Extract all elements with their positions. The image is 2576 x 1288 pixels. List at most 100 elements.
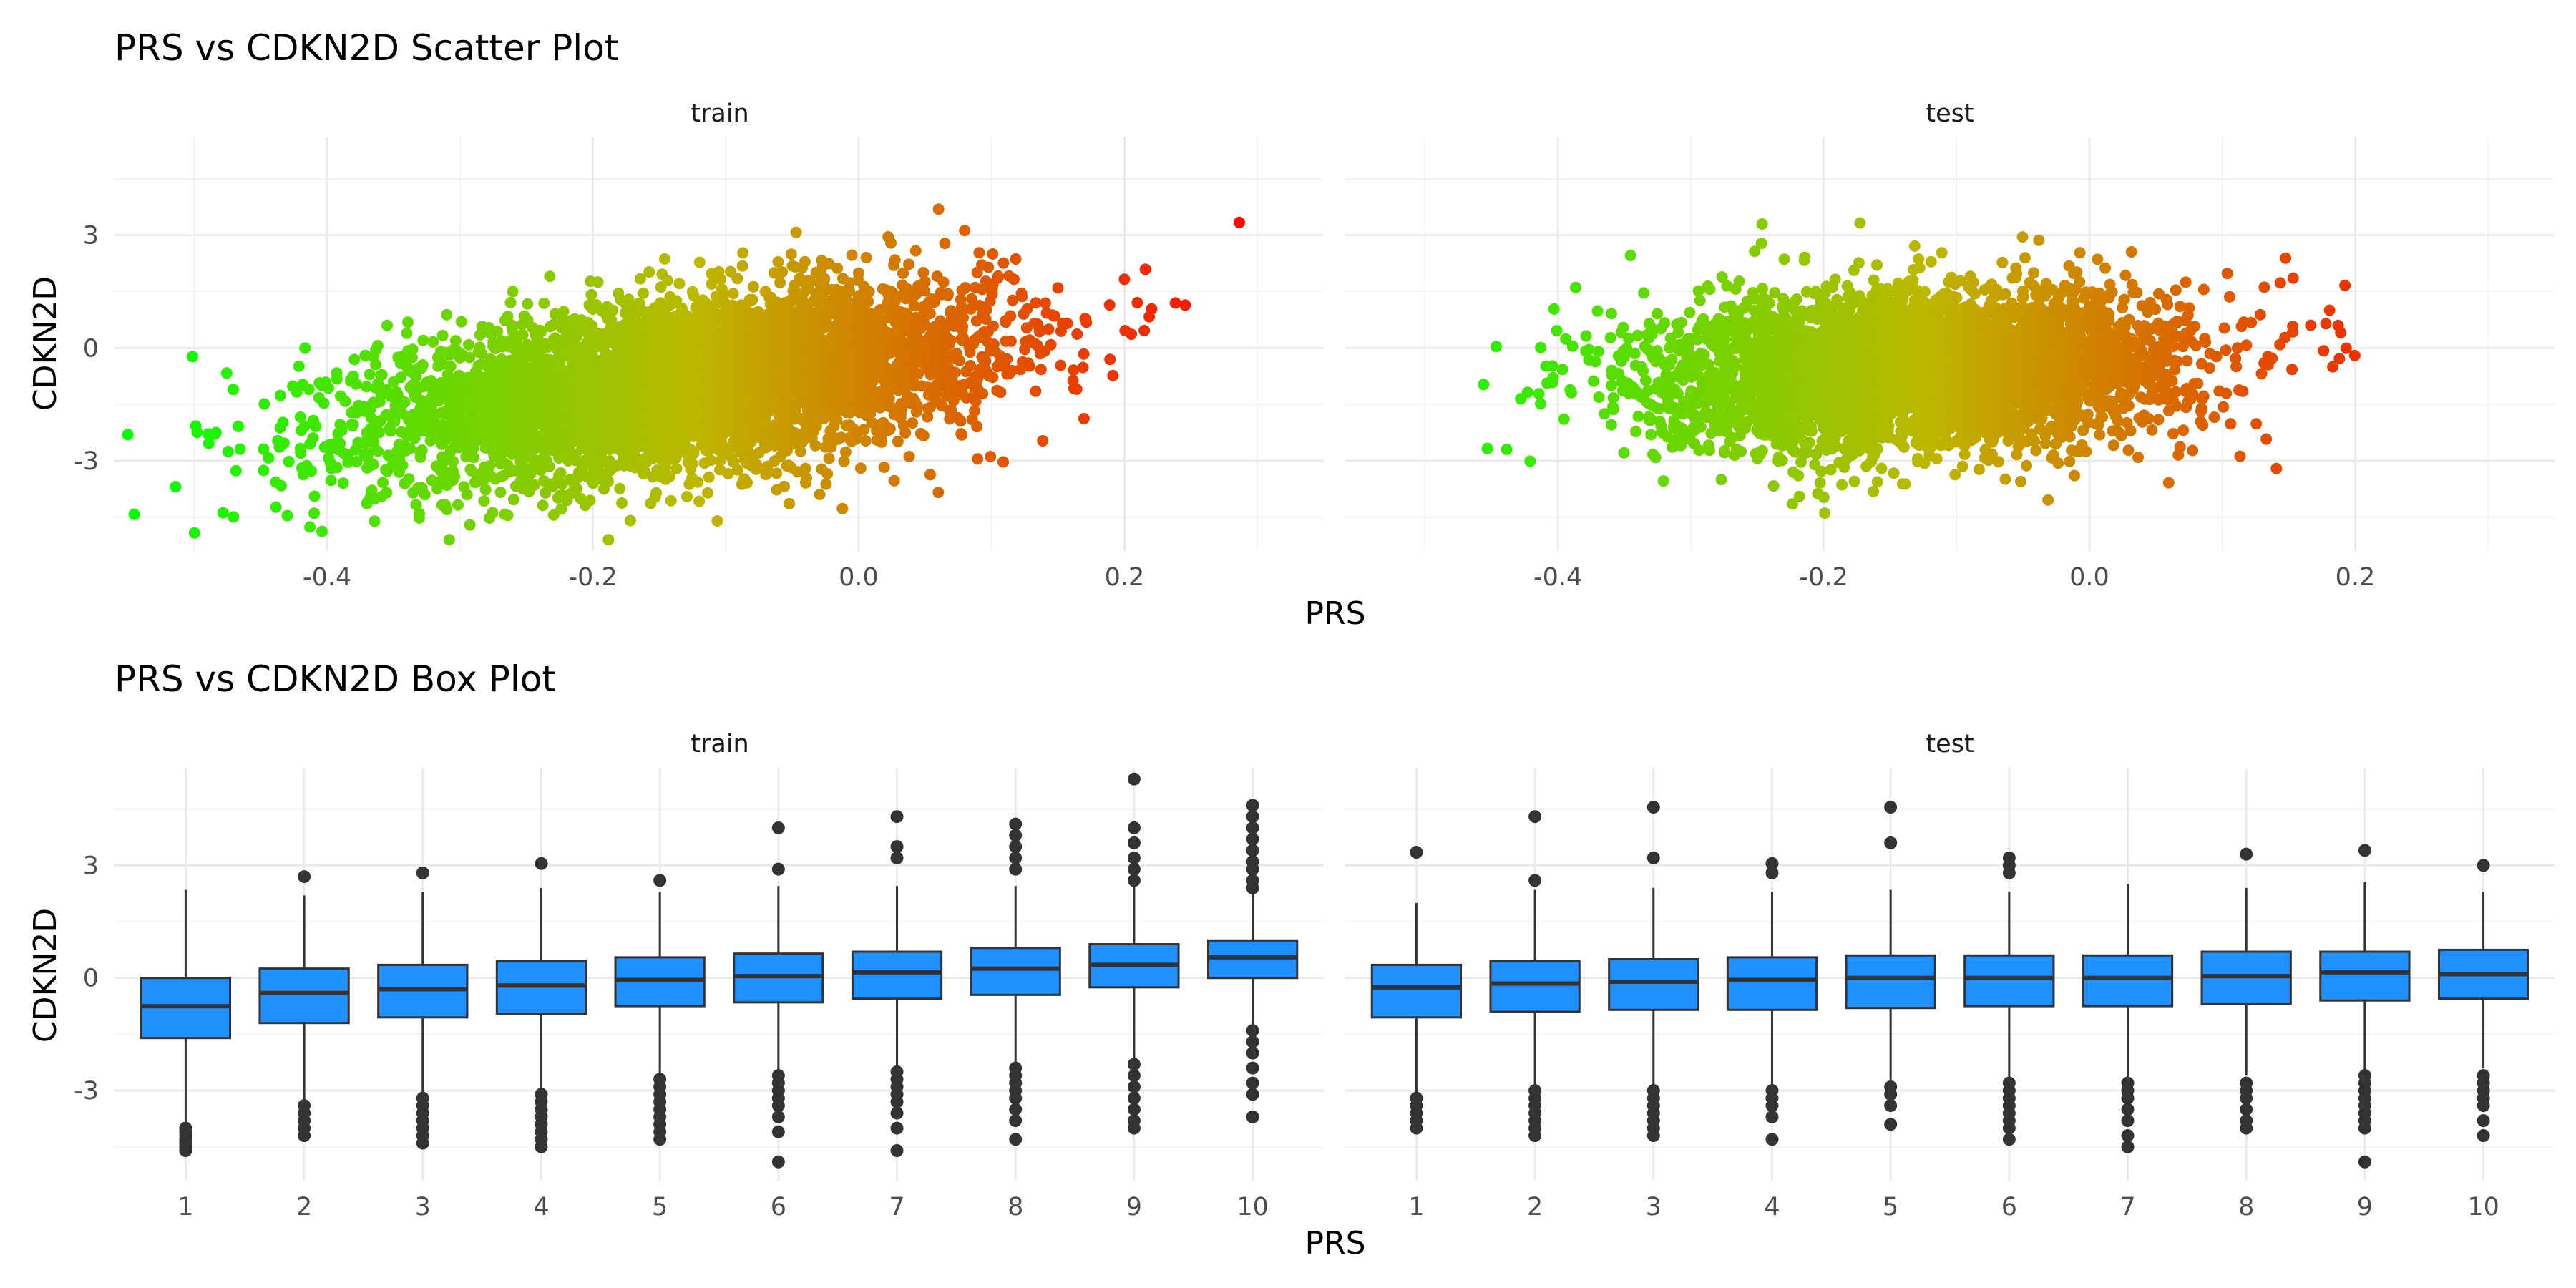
scatter-point	[917, 429, 930, 441]
scatter-point	[972, 453, 984, 465]
scatter-point	[1005, 335, 1017, 347]
scatter-point	[776, 266, 788, 278]
scatter-point	[693, 495, 706, 507]
scatter-point	[494, 487, 507, 498]
scatter-point	[504, 296, 517, 308]
scatter-point	[727, 288, 739, 300]
scatter-point	[1037, 435, 1049, 447]
scatter-point	[336, 424, 348, 436]
scatter-point	[737, 247, 749, 259]
scatter-point	[643, 266, 655, 278]
scatter-point	[404, 442, 416, 454]
scatter-point	[992, 270, 1004, 282]
scatter-point	[406, 343, 419, 356]
scatter-point	[570, 482, 582, 494]
scatter-point	[275, 479, 287, 492]
scatter-point	[381, 319, 393, 331]
scatter-point	[982, 261, 995, 273]
scatter-point	[860, 252, 872, 263]
scatter-point	[924, 469, 936, 481]
scatter-point	[544, 270, 556, 283]
scatter-point	[277, 416, 289, 429]
scatter-point	[507, 286, 519, 298]
scatter-point	[924, 308, 936, 319]
scatter-point	[942, 288, 954, 300]
scatter-point	[839, 446, 852, 458]
scatter-point	[362, 447, 374, 459]
scatter-point	[187, 351, 198, 363]
scatter-point	[228, 384, 239, 396]
scatter-point	[410, 499, 422, 511]
scatter-point	[449, 470, 461, 482]
scatter-point	[953, 355, 965, 367]
scatter-point	[374, 426, 385, 439]
scatter-point	[294, 411, 306, 423]
scatter-point	[318, 397, 330, 409]
scatter-point	[170, 481, 182, 493]
scatter-point	[1035, 364, 1047, 376]
scatter-point	[350, 378, 362, 390]
scatter-point	[331, 373, 343, 385]
scatter-point	[263, 452, 275, 464]
scatter-point	[406, 351, 418, 364]
scatter-point	[602, 534, 615, 546]
scatter-point	[464, 351, 476, 364]
scatter-point	[217, 507, 229, 519]
scatter-point	[403, 473, 415, 485]
scatter-plot-title: PRS vs CDKN2D Scatter Plot	[114, 27, 618, 69]
scatter-point	[337, 477, 349, 489]
scatter-point	[367, 459, 379, 470]
scatter-point	[885, 237, 897, 249]
scatter-point	[602, 475, 615, 487]
scatter-point	[1043, 323, 1055, 336]
scatter-point	[468, 452, 479, 464]
scatter-point	[973, 247, 985, 259]
scatter-point	[912, 401, 924, 413]
scatter-test-strip-label: test	[1926, 99, 1974, 128]
scatter-point	[715, 273, 727, 286]
scatter-point	[384, 425, 396, 437]
scatter-point	[784, 497, 796, 509]
scatter-point	[391, 389, 404, 401]
scatter-point	[977, 388, 989, 400]
scatter-point	[638, 287, 649, 299]
scatter-point	[821, 468, 834, 479]
scatter-point	[614, 482, 626, 494]
scatter-point	[799, 255, 811, 268]
scatter-point	[1016, 291, 1028, 303]
scatter-point	[389, 415, 401, 427]
scatter-point	[436, 457, 449, 469]
scatter-point	[557, 306, 570, 318]
scatter-point	[347, 419, 359, 431]
scatter-point	[325, 474, 337, 487]
scatter-point	[1030, 297, 1042, 309]
scatter-point	[128, 508, 140, 520]
scatter-point	[736, 260, 748, 272]
scatter-point	[304, 521, 316, 533]
scatter-point	[1061, 318, 1073, 329]
scatter-point	[819, 273, 831, 285]
scatter-point	[949, 366, 961, 379]
scatter-point	[299, 342, 311, 354]
scatter-point	[220, 367, 233, 379]
scatter-point	[1030, 385, 1042, 397]
scatter-point	[1045, 338, 1057, 351]
scatter-point	[846, 249, 858, 261]
scatter-point	[624, 514, 636, 527]
scatter-point	[342, 457, 354, 468]
scatter-point	[401, 327, 413, 339]
scatter-point	[693, 256, 706, 268]
scatter-point	[585, 288, 597, 301]
scatter-point	[339, 395, 351, 407]
scatter-point	[746, 293, 758, 306]
scatter-point	[878, 462, 890, 473]
scatter-point	[747, 280, 759, 293]
scatter-point	[862, 296, 874, 308]
scatter-point	[452, 499, 464, 511]
scatter-point	[258, 443, 270, 455]
scatter-point	[233, 420, 244, 432]
scatter-point	[987, 320, 999, 332]
scatter-point	[483, 321, 495, 333]
scatter-point	[670, 462, 683, 474]
